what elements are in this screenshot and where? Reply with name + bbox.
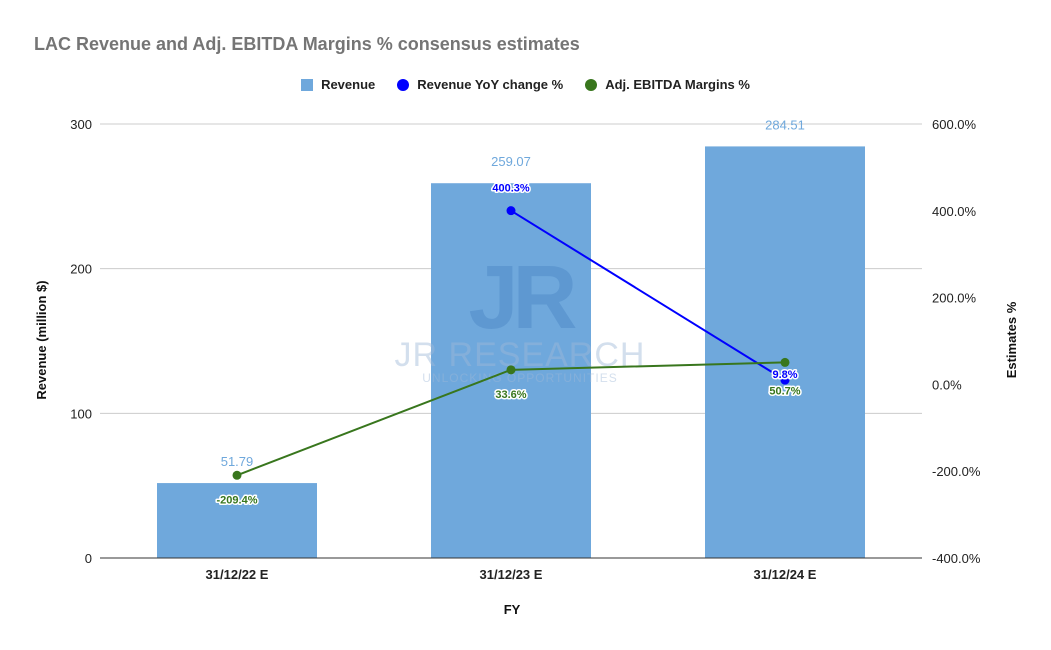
- y-tick-label: 0: [85, 551, 92, 566]
- y2-tick-label: 600.0%: [932, 117, 977, 132]
- x-tick-label: 31/12/23 E: [480, 567, 543, 582]
- bar-value-label: 51.79: [221, 454, 254, 469]
- point-revenue-yoy[interactable]: [506, 206, 516, 216]
- y2-tick-label: -200.0%: [932, 464, 981, 479]
- y2-axis-title: Estimates %: [1004, 301, 1019, 378]
- point-ebitda-margin[interactable]: [506, 365, 516, 375]
- bar-revenue[interactable]: [157, 483, 317, 558]
- legend-label-ebitda-margin: Adj. EBITDA Margins %: [605, 77, 750, 92]
- point-ebitda-margin[interactable]: [780, 357, 790, 367]
- legend-label-revenue: Revenue: [321, 77, 376, 92]
- point-label-ebitda-margin: 50.7%: [769, 385, 800, 397]
- legend-swatch-ebitda-margin: [585, 78, 598, 91]
- bar-revenue[interactable]: [705, 146, 865, 558]
- bar-series-revenue: [157, 146, 865, 558]
- line-revenue-yoy: [510, 209, 786, 381]
- x-axis-title: FY: [504, 602, 521, 617]
- data-labels: 51.79 259.07 284.51 400.3% 9.8% -209.4% 33.6% 5…: [215, 117, 805, 507]
- x-tick-label: 31/12/24 E: [754, 567, 817, 582]
- watermark-monogram: JR: [468, 248, 576, 348]
- point-label-ebitda-margin: 33.6%: [495, 389, 526, 401]
- y-tick-label: 300: [70, 117, 92, 132]
- legend-item-revenue[interactable]: Revenue: [301, 77, 375, 92]
- y-tick-label: 100: [70, 406, 92, 421]
- bar-value-label: 259.07: [491, 154, 531, 169]
- legend-label-revenue-yoy: Revenue YoY change %: [417, 77, 564, 92]
- point-revenue-yoy[interactable]: [780, 375, 790, 385]
- legend-swatch-revenue-yoy: [397, 78, 410, 91]
- point-ebitda-margin[interactable]: [232, 470, 242, 480]
- line-series: [232, 206, 790, 480]
- chart-title: LAC Revenue and Adj. EBITDA Margins % co…: [34, 34, 580, 54]
- bar-value-label: 284.51: [765, 117, 805, 132]
- watermark-tagline: UNLOCKING OPPORTUNITIES: [422, 371, 617, 385]
- point-label-revenue-yoy: 9.8%: [772, 369, 797, 381]
- y-tick-label: 200: [70, 262, 92, 277]
- legend-swatch-revenue: [301, 78, 314, 91]
- legend-item-ebitda-margin[interactable]: Adj. EBITDA Margins %: [585, 77, 750, 92]
- y2-tick-label: -400.0%: [932, 551, 981, 566]
- x-tick-label: 31/12/22 E: [206, 567, 269, 582]
- axes: 0 100 200 300 -400.0% -200.0% 0.0% 200.0% 400.0%…: [70, 117, 981, 582]
- point-label-ebitda-margin: -209.4%: [217, 494, 258, 506]
- y2-tick-label: 400.0%: [932, 204, 977, 219]
- y2-tick-label: 200.0%: [932, 291, 977, 306]
- y-axis-title: Revenue (million $): [34, 280, 49, 399]
- point-label-revenue-yoy: 400.3%: [492, 183, 530, 195]
- y2-tick-label: 0.0%: [932, 377, 962, 392]
- watermark-name: JR RESEARCH: [395, 336, 646, 374]
- legend: Revenue Revenue YoY change % Adj. EBITDA…: [0, 77, 1051, 92]
- legend-item-revenue-yoy[interactable]: Revenue YoY change %: [397, 77, 563, 92]
